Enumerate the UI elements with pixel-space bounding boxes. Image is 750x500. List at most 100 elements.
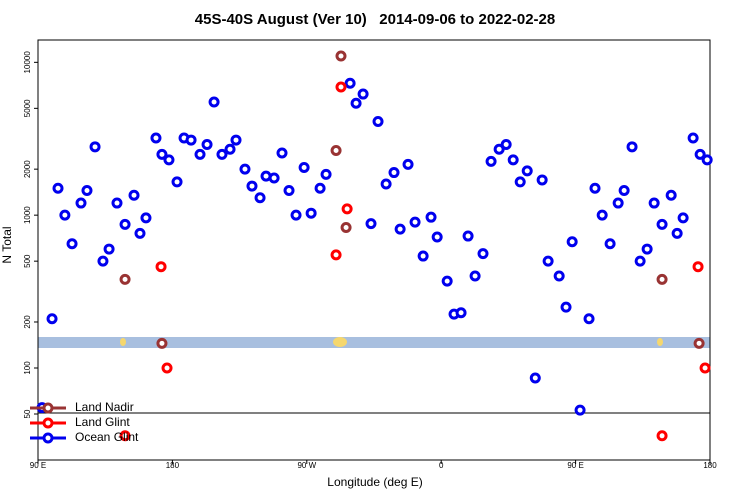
point [52, 182, 64, 194]
point [656, 273, 668, 285]
band-spot [657, 338, 663, 346]
point [656, 430, 668, 442]
point [618, 184, 630, 196]
point [431, 231, 443, 243]
y-axis-title: N Total [0, 226, 14, 263]
point [341, 203, 353, 215]
point [208, 96, 220, 108]
point [75, 197, 87, 209]
point [365, 218, 377, 230]
point [335, 81, 347, 93]
point [194, 148, 206, 160]
x-tick-label: 90 E [567, 461, 583, 470]
point [119, 273, 131, 285]
legend-label: Land Glint [75, 415, 130, 429]
point [357, 88, 369, 100]
point [589, 182, 601, 194]
point [626, 141, 638, 153]
point [641, 243, 653, 255]
point [305, 207, 317, 219]
band-spot [120, 338, 126, 346]
point [542, 255, 554, 267]
point [665, 189, 677, 201]
x-tick-label: 180 [166, 461, 180, 470]
point [230, 134, 242, 146]
point [298, 162, 310, 174]
x-tick-label: 0 [439, 461, 444, 470]
band-spot [333, 337, 347, 347]
point [560, 301, 572, 313]
point [699, 362, 711, 374]
chart-title: 45S-40S August (Ver 10) 2014-09-06 to 20… [195, 11, 555, 28]
x-tick-label: 90 W [297, 461, 316, 470]
point [350, 97, 362, 109]
point [394, 223, 406, 235]
point [97, 255, 109, 267]
point [335, 50, 347, 62]
point [283, 184, 295, 196]
y-tick-label: 10000 [23, 51, 32, 74]
point [155, 261, 167, 273]
y-tick-label: 500 [23, 254, 32, 268]
point [521, 165, 533, 177]
point [693, 337, 705, 349]
point [320, 168, 332, 180]
point [469, 270, 481, 282]
point [477, 248, 489, 260]
point [507, 154, 519, 166]
point [500, 138, 512, 150]
point [156, 337, 168, 349]
point [201, 138, 213, 150]
point [566, 236, 578, 248]
point [163, 154, 175, 166]
point [150, 132, 162, 144]
point [46, 313, 58, 325]
point [596, 209, 608, 221]
marks [36, 50, 713, 442]
legend-marker [42, 417, 54, 429]
point [134, 227, 146, 239]
point [409, 216, 421, 228]
point [417, 250, 429, 262]
point [529, 372, 541, 384]
point [701, 154, 713, 166]
point [103, 243, 115, 255]
point [171, 176, 183, 188]
point [634, 255, 646, 267]
point [493, 143, 505, 155]
legend-label: Ocean Glint [75, 430, 139, 444]
point [380, 178, 392, 190]
point [268, 172, 280, 184]
point [185, 134, 197, 146]
point [254, 192, 266, 204]
plot-frame [37, 39, 711, 461]
point [140, 212, 152, 224]
point [224, 143, 236, 155]
point [239, 163, 251, 175]
point [388, 167, 400, 179]
point [111, 197, 123, 209]
legend-marker [42, 402, 54, 414]
point [485, 155, 497, 167]
point [89, 141, 101, 153]
point [612, 197, 624, 209]
point [553, 270, 565, 282]
point [604, 238, 616, 250]
point [677, 212, 689, 224]
point [425, 211, 437, 223]
band [38, 337, 710, 348]
point [441, 275, 453, 287]
x-tick-label: 90 E [30, 461, 46, 470]
x-tick-label: 180 [703, 461, 717, 470]
point [156, 148, 168, 160]
y-tick-label: 100 [23, 361, 32, 375]
point [119, 218, 131, 230]
point [330, 249, 342, 261]
point [583, 313, 595, 325]
point [687, 132, 699, 144]
point [128, 189, 140, 201]
point [330, 144, 342, 156]
point [462, 230, 474, 242]
